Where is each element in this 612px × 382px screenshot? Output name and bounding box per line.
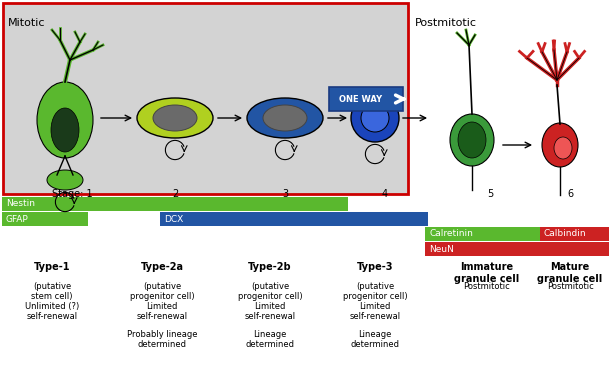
Ellipse shape xyxy=(361,104,389,132)
Ellipse shape xyxy=(458,122,486,158)
Ellipse shape xyxy=(153,105,197,131)
Text: Lineage
determined: Lineage determined xyxy=(351,330,400,350)
Text: 2: 2 xyxy=(172,189,178,199)
Text: Limited
self-renewal: Limited self-renewal xyxy=(136,302,187,321)
Ellipse shape xyxy=(47,170,83,190)
Text: Type-3: Type-3 xyxy=(357,262,394,272)
Ellipse shape xyxy=(37,82,93,158)
Text: (putative
progenitor cell): (putative progenitor cell) xyxy=(130,282,195,301)
Bar xyxy=(425,227,540,241)
Text: 6: 6 xyxy=(567,189,573,199)
Text: (putative
progenitor cell): (putative progenitor cell) xyxy=(237,282,302,301)
Ellipse shape xyxy=(554,137,572,159)
Text: Mitotic: Mitotic xyxy=(8,18,45,28)
Ellipse shape xyxy=(450,114,494,166)
Text: (putative
stem cell): (putative stem cell) xyxy=(31,282,73,301)
Bar xyxy=(160,212,428,226)
Text: Postmitotic: Postmitotic xyxy=(547,282,594,291)
Text: Probably lineage
determined: Probably lineage determined xyxy=(127,330,197,350)
Text: NeuN: NeuN xyxy=(429,244,454,254)
Ellipse shape xyxy=(351,94,399,142)
Text: 3: 3 xyxy=(282,189,288,199)
Text: Limited
self-renewal: Limited self-renewal xyxy=(349,302,401,321)
Text: GFAP: GFAP xyxy=(6,215,29,223)
FancyBboxPatch shape xyxy=(3,3,408,194)
Text: Type-2a: Type-2a xyxy=(141,262,184,272)
Text: Mature
granule cell: Mature granule cell xyxy=(537,262,603,283)
Text: (putative
progenitor cell): (putative progenitor cell) xyxy=(343,282,408,301)
Text: Type-2b: Type-2b xyxy=(248,262,292,272)
Text: Limited
self-renewal: Limited self-renewal xyxy=(244,302,296,321)
Ellipse shape xyxy=(51,108,79,152)
Text: Immature
granule cell: Immature granule cell xyxy=(454,262,520,283)
Text: Lineage
determined: Lineage determined xyxy=(245,330,294,350)
Text: Postmitotic: Postmitotic xyxy=(464,282,510,291)
Text: Stage: 1: Stage: 1 xyxy=(52,189,92,199)
Ellipse shape xyxy=(247,98,323,138)
Text: Type-1: Type-1 xyxy=(34,262,70,272)
Text: 4: 4 xyxy=(382,189,388,199)
Text: 5: 5 xyxy=(487,189,493,199)
Ellipse shape xyxy=(542,123,578,167)
Text: Calbindin: Calbindin xyxy=(544,230,587,238)
Text: Nestin: Nestin xyxy=(6,199,35,209)
Text: ONE WAY: ONE WAY xyxy=(338,94,382,104)
Text: Unlimited (?)
self-renewal: Unlimited (?) self-renewal xyxy=(25,302,79,321)
Ellipse shape xyxy=(263,105,307,131)
Bar xyxy=(425,242,609,256)
Bar xyxy=(2,212,88,226)
Text: Postmitotic: Postmitotic xyxy=(415,18,477,28)
Bar xyxy=(540,227,609,241)
Bar xyxy=(2,197,348,211)
Text: Calretinin: Calretinin xyxy=(429,230,473,238)
Text: DCX: DCX xyxy=(164,215,183,223)
Ellipse shape xyxy=(137,98,213,138)
FancyBboxPatch shape xyxy=(329,87,403,111)
